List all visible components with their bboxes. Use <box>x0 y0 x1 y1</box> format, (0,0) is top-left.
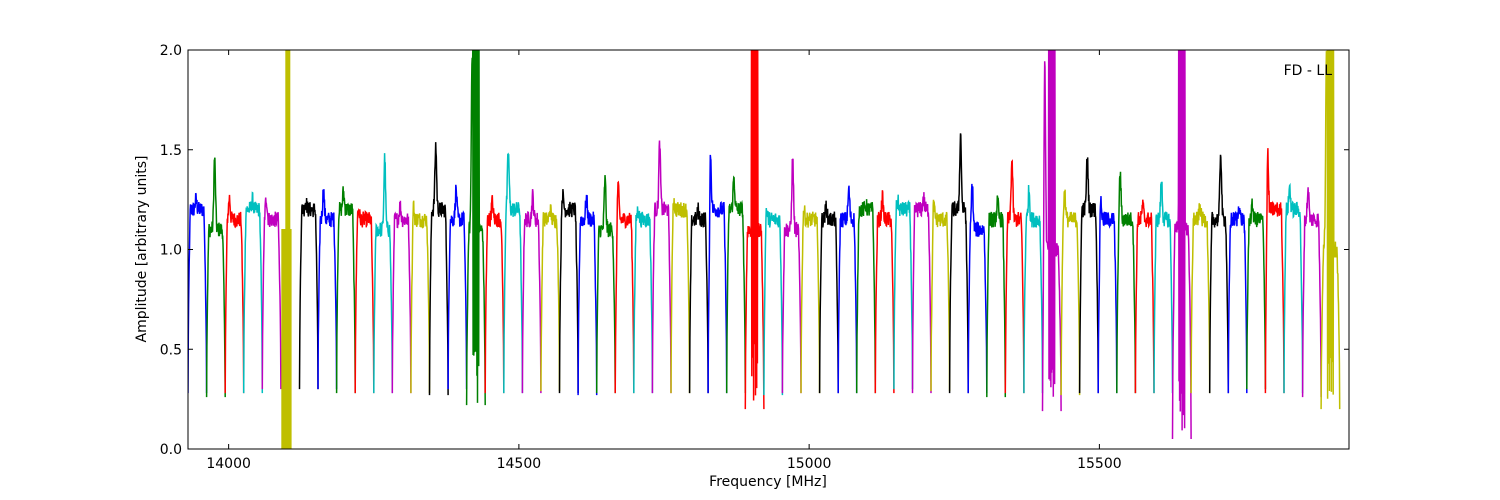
channel-line <box>447 184 468 390</box>
channel-line <box>800 205 821 394</box>
channel-line <box>205 157 226 398</box>
channel-line <box>335 186 356 394</box>
channel-line <box>1246 198 1267 390</box>
x-tick-label: 15000 <box>787 456 832 472</box>
channel-line <box>1227 206 1248 394</box>
channel-line <box>818 200 839 394</box>
y-tick-label: 2.0 <box>160 43 182 59</box>
channel-line <box>354 207 375 394</box>
channel-line <box>1060 189 1081 396</box>
channel-line <box>967 183 988 394</box>
channel-line <box>484 194 505 394</box>
channel-line <box>930 199 951 392</box>
channel-line <box>391 200 412 394</box>
channel-line <box>1264 148 1285 394</box>
channel-line <box>911 192 932 394</box>
channel-line <box>651 140 672 394</box>
channel-line <box>633 206 654 394</box>
channel-line <box>428 142 449 396</box>
channel-line <box>577 194 598 396</box>
channel-line <box>763 207 784 396</box>
channel-line <box>837 185 858 394</box>
channel-line <box>281 50 292 449</box>
channel-line <box>1116 171 1137 394</box>
channel-line <box>874 190 895 394</box>
channel-line <box>614 180 635 394</box>
y-tick-label: 1.0 <box>160 243 182 259</box>
channel-line <box>242 191 264 394</box>
channel-line <box>540 204 561 392</box>
x-tick-label: 14500 <box>497 456 542 472</box>
channel-line <box>1023 184 1044 394</box>
channel-line <box>298 197 319 390</box>
channel-line <box>1153 181 1174 394</box>
channel-line <box>1171 50 1192 440</box>
annotation-label: FD - LL <box>1284 63 1333 79</box>
channel-line <box>1078 157 1099 394</box>
channel-line <box>317 189 338 390</box>
channel-line <box>688 202 709 394</box>
channel-line <box>373 153 394 394</box>
channel-line <box>465 50 486 406</box>
channel-line <box>410 200 431 394</box>
channel-line <box>855 199 877 394</box>
channel-line <box>725 175 747 394</box>
channel-line <box>986 195 1007 398</box>
x-tick-label: 15500 <box>1077 456 1122 472</box>
channel-line <box>1208 154 1230 394</box>
channel-line <box>595 175 616 394</box>
channel-line <box>1190 202 1211 394</box>
channel-line <box>1320 50 1341 410</box>
channel-line <box>224 194 245 394</box>
channel-line <box>781 158 802 394</box>
y-axis-label: Amplitude [arbitrary units] <box>134 156 150 343</box>
channel-line <box>1004 159 1025 394</box>
channel-line <box>893 194 914 390</box>
channel-line <box>1041 50 1062 412</box>
series-layer <box>188 50 1341 449</box>
channel-line <box>521 189 542 394</box>
channel-line <box>503 152 524 394</box>
channel-line <box>1134 199 1155 394</box>
x-tick-label: 14000 <box>206 456 251 472</box>
channel-line <box>261 197 282 390</box>
channel-line <box>558 189 579 394</box>
channel-line <box>744 50 765 410</box>
y-tick-label: 0.5 <box>160 342 182 358</box>
channel-line <box>707 154 728 394</box>
y-tick-label: 1.5 <box>160 143 182 159</box>
tick-layer: 14000 14500 15000 15500 0.0 0.5 1.0 1.5 2.0 <box>160 43 1349 472</box>
channel-line <box>948 133 969 394</box>
channel-line <box>188 192 208 394</box>
x-axis-label: Frequency [MHz] <box>709 474 827 490</box>
y-tick-label: 0.0 <box>160 442 182 458</box>
channel-line <box>1301 187 1322 398</box>
channel-line <box>670 198 691 394</box>
channel-line <box>1097 196 1118 394</box>
channel-line <box>1283 182 1304 394</box>
